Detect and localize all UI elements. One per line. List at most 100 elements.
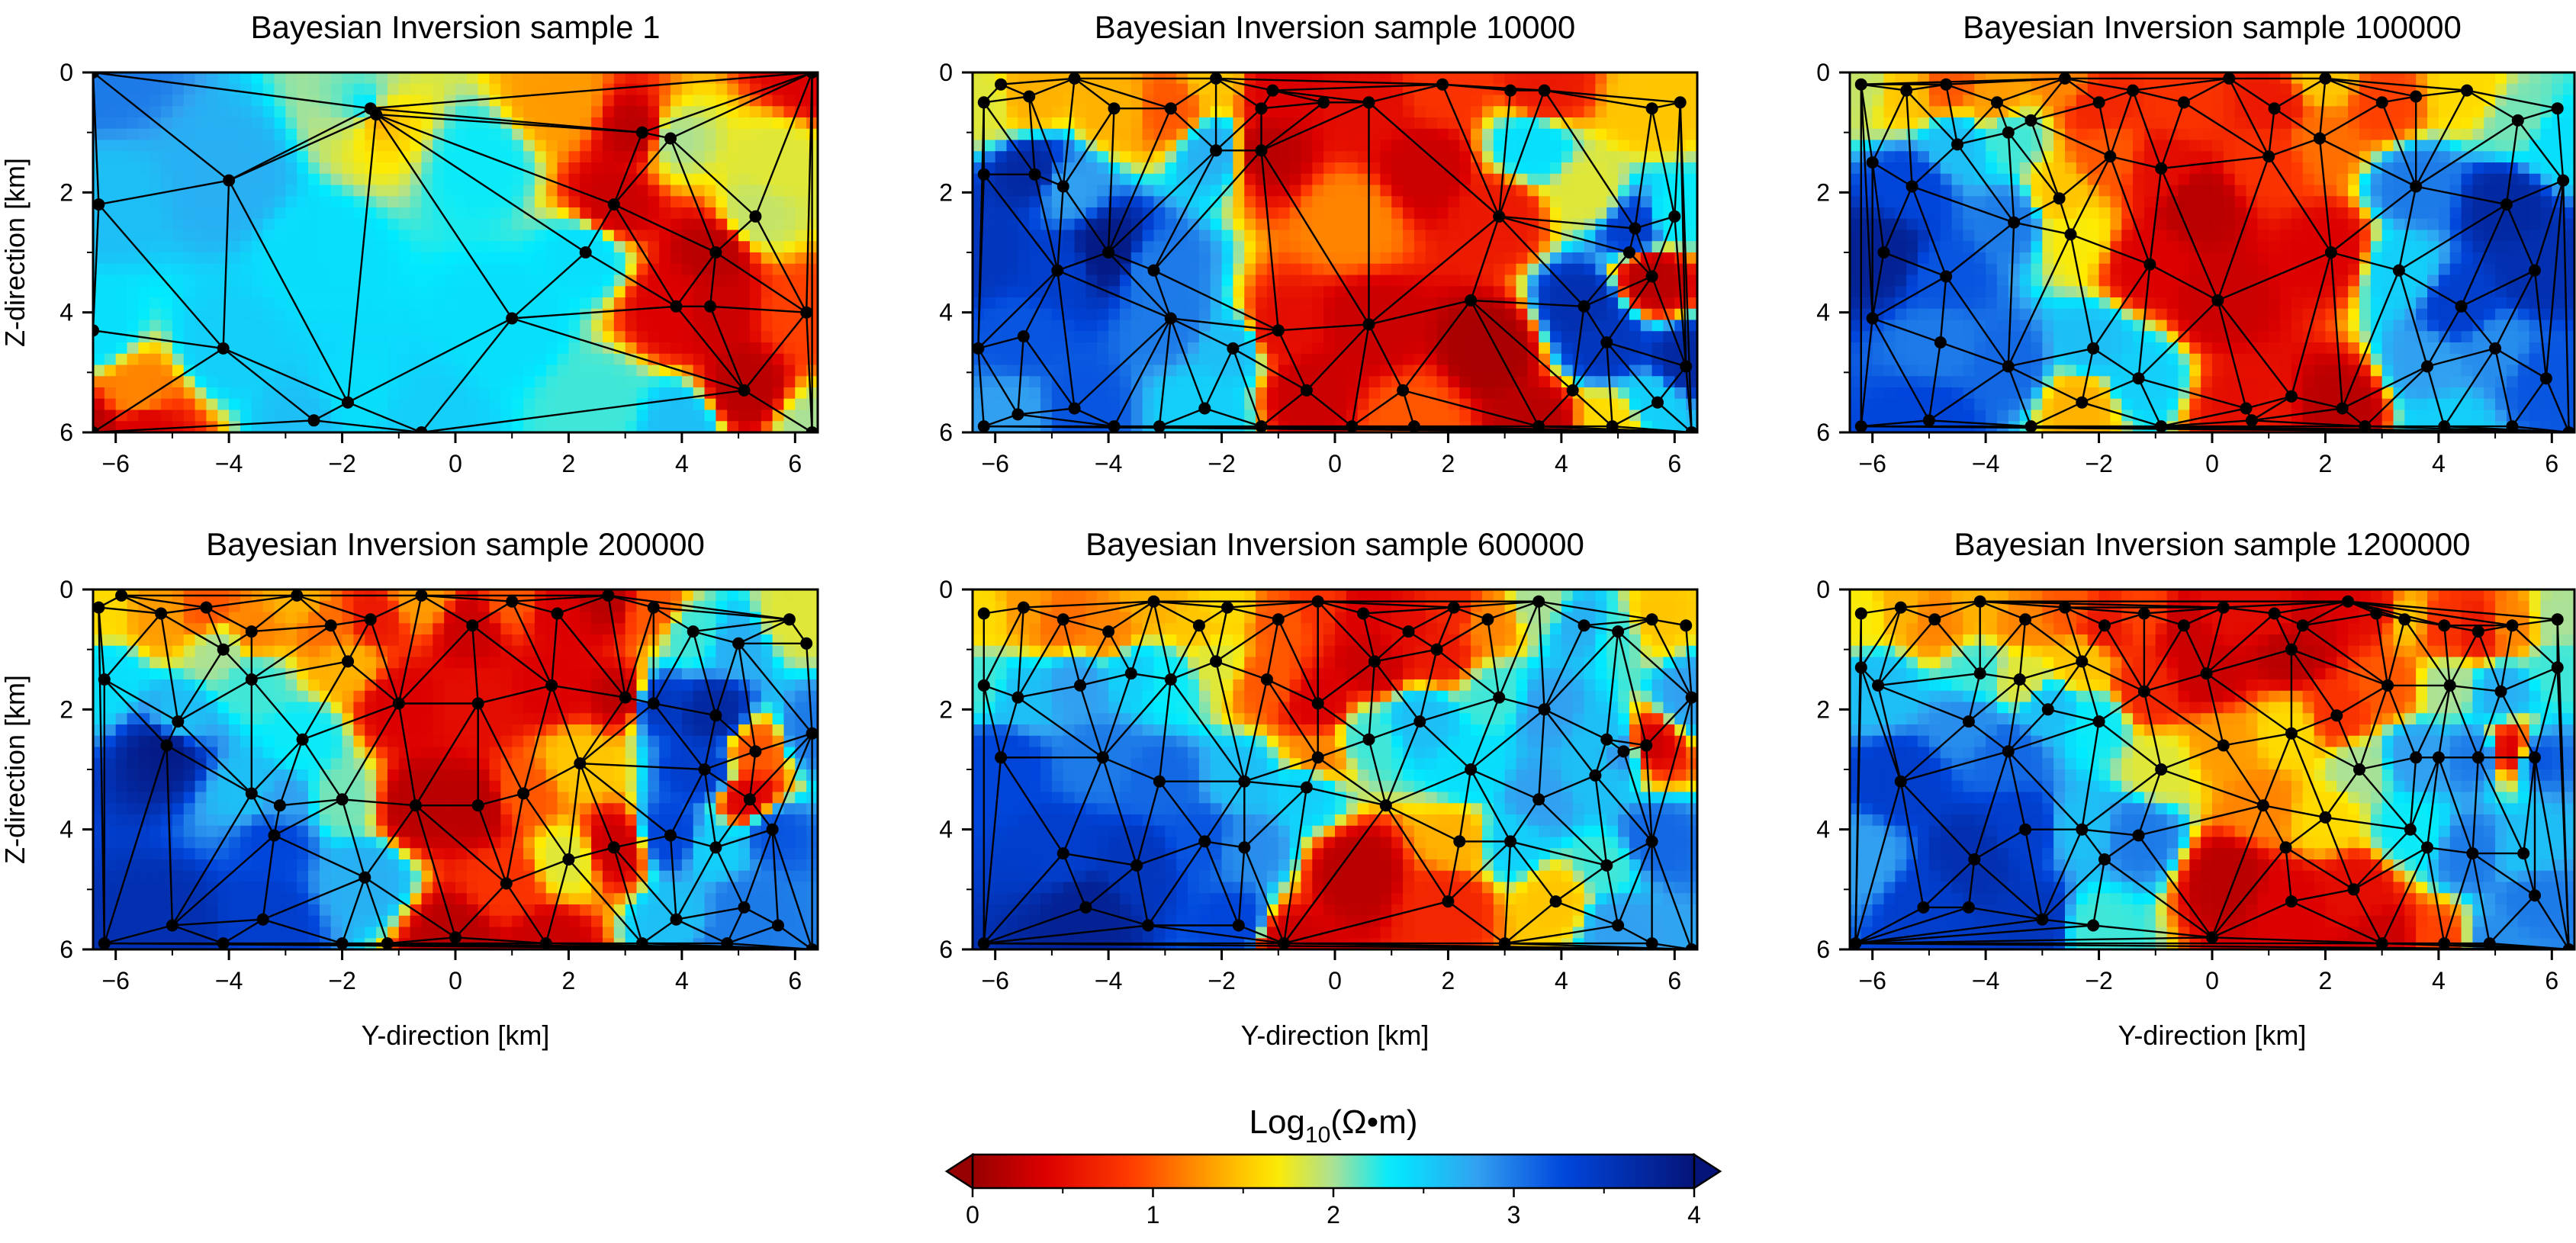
heatmap-cell <box>625 95 638 107</box>
heatmap-cell <box>1153 151 1166 163</box>
heatmap-cell <box>1289 162 1302 175</box>
heatmap-cell <box>783 196 796 208</box>
heatmap-cell <box>285 275 297 287</box>
heatmap-cell <box>693 95 706 107</box>
heatmap-cell <box>319 275 332 287</box>
heatmap-cell <box>1244 72 1256 85</box>
mesh-node <box>93 198 105 211</box>
heatmap-cell <box>1471 173 1483 186</box>
heatmap-cell <box>1301 173 1313 186</box>
heatmap-cell <box>1029 376 1041 388</box>
heatmap-cell <box>172 263 185 276</box>
heatmap-cell <box>1198 365 1211 377</box>
heatmap-cell <box>1323 320 1336 332</box>
heatmap-cell <box>716 398 728 411</box>
heatmap-cell <box>557 410 570 422</box>
heatmap-cell <box>1481 365 1494 377</box>
heatmap-cell <box>353 387 365 400</box>
heatmap-cell <box>342 196 354 208</box>
heatmap-cell <box>274 140 286 152</box>
heatmap-cell <box>398 218 411 231</box>
heatmap-cell <box>1368 275 1381 287</box>
heatmap-cell <box>727 151 739 163</box>
heatmap-cell <box>1539 387 1551 400</box>
heatmap-cell <box>1018 72 1030 85</box>
heatmap-cell <box>973 365 985 377</box>
heatmap-cell <box>195 117 207 130</box>
heatmap-cell <box>353 151 365 163</box>
heatmap-cell <box>1335 398 1347 411</box>
heatmap-cell <box>183 331 196 343</box>
heatmap-cell <box>1448 218 1460 231</box>
heatmap-cell <box>398 185 411 197</box>
heatmap-cell <box>206 128 218 141</box>
heatmap-cell <box>749 128 762 141</box>
heatmap-cell <box>1278 207 1291 220</box>
heatmap-cell <box>262 185 275 197</box>
heatmap-cell <box>1872 106 1885 118</box>
heatmap-cell <box>93 241 105 253</box>
heatmap-cell <box>1504 196 1517 208</box>
heatmap-cell <box>557 162 570 175</box>
heatmap-cell <box>240 140 252 152</box>
heatmap-cell <box>1335 151 1347 163</box>
heatmap-cell <box>150 365 162 377</box>
heatmap-cell <box>580 140 592 152</box>
heatmap-cell <box>995 117 1008 130</box>
heatmap-cell <box>1940 410 1953 422</box>
heatmap-cell <box>1221 173 1233 186</box>
heatmap-cell <box>1895 218 1907 231</box>
heatmap-cell <box>1198 218 1211 231</box>
heatmap-cell <box>330 410 343 422</box>
heatmap-cell <box>1097 173 1109 186</box>
heatmap-cell <box>376 421 388 432</box>
heatmap-cell <box>1425 331 1438 343</box>
heatmap-cell <box>398 342 411 355</box>
heatmap-cell <box>1403 162 1415 175</box>
heatmap-cell <box>195 275 207 287</box>
mesh-edge <box>1062 108 1115 188</box>
heatmap-cell <box>1425 230 1438 242</box>
mesh-edge <box>1351 324 1370 427</box>
heatmap-cell <box>1403 320 1415 332</box>
heatmap-cell <box>1850 398 1862 411</box>
heatmap-cell <box>1413 297 1426 310</box>
heatmap-cell <box>466 353 479 366</box>
heatmap-cell <box>1629 140 1642 152</box>
heatmap-cell <box>1233 308 1245 321</box>
heatmap-cell <box>172 218 185 231</box>
heatmap-cell <box>1860 297 1873 310</box>
heatmap-cell <box>761 410 773 422</box>
heatmap-cell <box>1176 263 1188 276</box>
heatmap-cell <box>1335 106 1347 118</box>
heatmap-cell <box>580 128 592 141</box>
heatmap-cell <box>240 185 252 197</box>
heatmap-cell <box>580 196 592 208</box>
heatmap-cell <box>342 207 354 220</box>
heatmap-cell <box>1850 342 1862 355</box>
heatmap-cell <box>613 218 626 231</box>
mesh-edge <box>983 95 1030 104</box>
heatmap-cell <box>1527 286 1539 298</box>
heatmap-cell <box>206 252 218 265</box>
heatmap-cell <box>444 387 456 400</box>
heatmap-cell <box>995 218 1008 231</box>
heatmap-cell <box>297 421 309 432</box>
heatmap-cell <box>240 241 252 253</box>
heatmap-cell <box>523 83 535 96</box>
heatmap-cell <box>1074 342 1087 355</box>
heatmap-cell <box>342 173 354 186</box>
heatmap-cell <box>727 218 739 231</box>
heatmap-cell <box>1153 297 1166 310</box>
heatmap-cell <box>1493 185 1506 197</box>
heatmap-cell <box>1188 117 1200 130</box>
heatmap-cell <box>512 140 524 152</box>
heatmap-cell <box>693 252 706 265</box>
heatmap-cell <box>772 376 785 388</box>
heatmap-cell <box>1504 128 1517 141</box>
heatmap-cell <box>1085 185 1098 197</box>
heatmap-cell <box>1391 353 1404 366</box>
heatmap-cell <box>274 286 286 298</box>
heatmap-cell <box>580 207 592 220</box>
heatmap-cell <box>1860 173 1873 186</box>
